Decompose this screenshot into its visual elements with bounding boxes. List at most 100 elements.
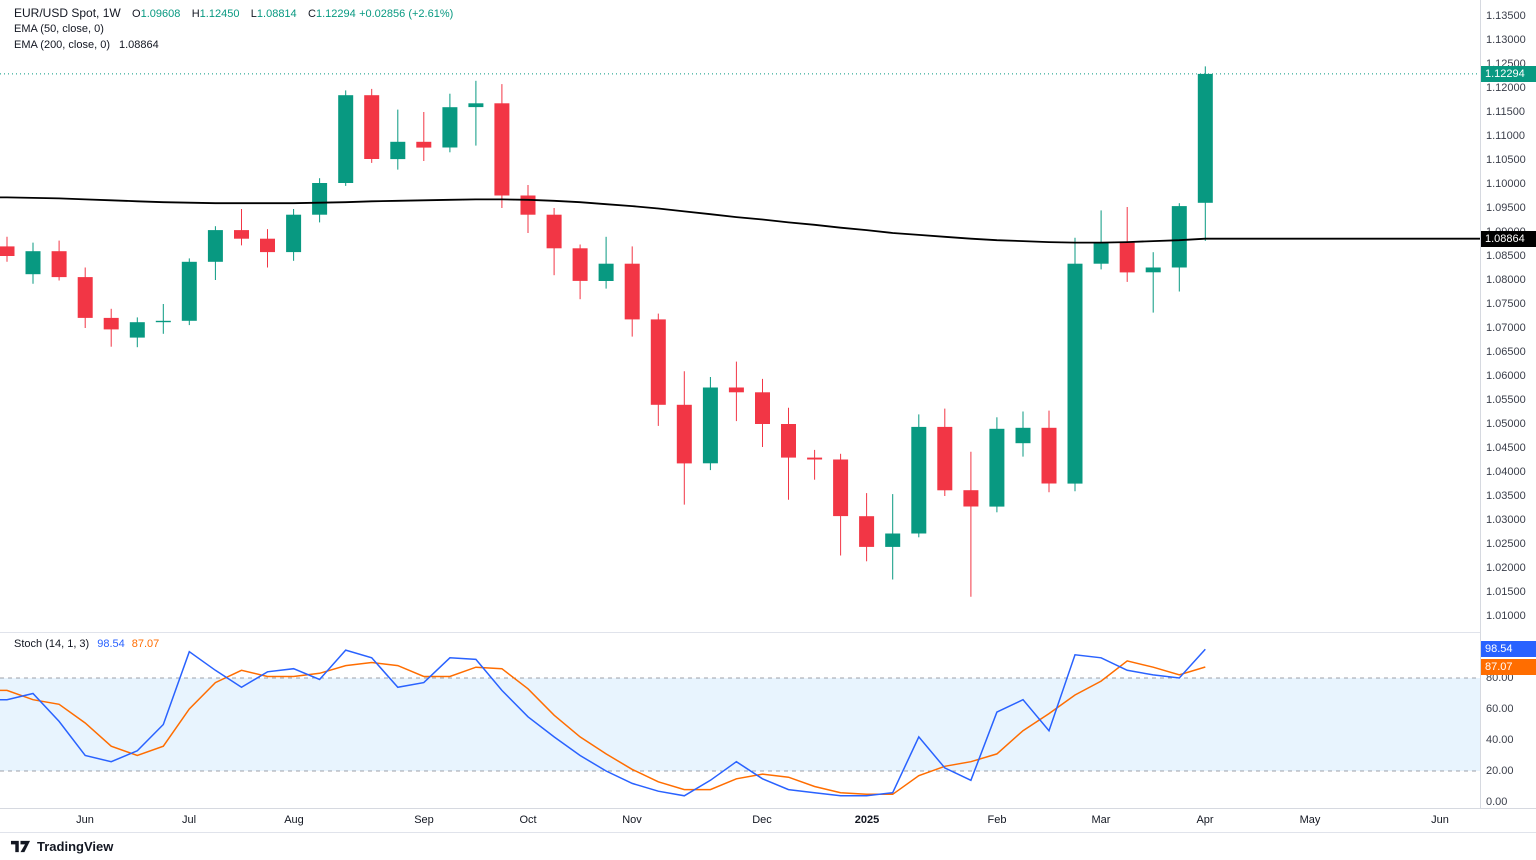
candle-body <box>650 319 666 405</box>
candle-body <box>129 322 145 338</box>
candle-body <box>103 317 119 330</box>
footer-bar: TradingView <box>0 832 1536 860</box>
time-axis-label: Dec <box>752 814 772 826</box>
candle-body <box>1171 206 1187 268</box>
price-axis-label: 1.11000 <box>1486 130 1525 142</box>
price-axis-label: 1.07000 <box>1486 322 1526 334</box>
price-axis-label: 1.01000 <box>1486 610 1526 622</box>
price-axis-label: 1.02000 <box>1486 562 1526 574</box>
candle-body <box>155 320 171 323</box>
price-axis-label: 1.12000 <box>1486 82 1526 94</box>
main-price-chart[interactable] <box>0 0 1480 632</box>
stoch-axis-label: 20.00 <box>1486 765 1514 777</box>
candle-body <box>494 103 510 196</box>
time-axis-label: Jul <box>181 814 197 826</box>
candle-body <box>1067 263 1083 484</box>
time-axis-label: 2025 <box>854 814 880 826</box>
candle-body <box>676 404 692 464</box>
candle-body <box>1093 242 1109 264</box>
pane-separator[interactable] <box>0 632 1536 633</box>
candle-body <box>859 516 875 547</box>
stochastic-chart[interactable] <box>0 632 1480 808</box>
ema200-price-badge: 1.08864 <box>1481 231 1536 247</box>
price-axis-label: 1.07500 <box>1486 298 1526 310</box>
candle-body <box>181 261 197 321</box>
time-axis-label: May <box>1299 814 1321 826</box>
tradingview-logo-text[interactable]: TradingView <box>37 839 114 854</box>
price-axis-label: 1.06000 <box>1486 370 1526 382</box>
price-axis-label: 1.05500 <box>1486 394 1526 406</box>
price-scale[interactable]: 1.12294 1.08864 98.54 87.07 1.13500 1.130… <box>1480 0 1536 808</box>
tradingview-logo-icon[interactable] <box>10 840 31 853</box>
candle-body <box>25 251 41 275</box>
time-axis-label: Jun <box>76 814 94 826</box>
time-axis-label: Sep <box>414 814 434 826</box>
price-axis-label: 1.08000 <box>1486 274 1526 286</box>
candle-body <box>1041 427 1057 484</box>
time-axis-label: Apr <box>1196 814 1214 826</box>
candle-body <box>546 214 562 249</box>
stoch-k-line <box>0 648 1206 797</box>
candle-body <box>885 533 901 547</box>
candle-body <box>51 251 67 278</box>
candle-body <box>702 387 718 464</box>
candle-body <box>937 426 953 491</box>
time-axis-label: Jun <box>1431 814 1449 826</box>
price-axis-label: 1.09500 <box>1486 202 1526 214</box>
price-axis-label: 1.08500 <box>1486 250 1526 262</box>
candle-body <box>468 103 484 108</box>
price-axis-label: 1.11500 <box>1486 106 1525 118</box>
stoch-d-badge: 87.07 <box>1481 659 1536 675</box>
candle-body <box>77 277 93 318</box>
candle-body <box>989 428 1005 507</box>
candle-body <box>1119 242 1135 273</box>
stoch-band <box>0 678 1480 771</box>
stoch-k-badge: 98.54 <box>1481 641 1536 657</box>
candle-body <box>624 263 640 320</box>
ema200-line <box>0 196 1480 244</box>
candle-body <box>598 263 614 281</box>
candle-body <box>911 426 927 534</box>
candle-body <box>207 230 223 262</box>
candle-body <box>963 490 979 507</box>
stoch-axis-label: 60.00 <box>1486 703 1514 715</box>
candle-body <box>572 248 588 281</box>
price-axis-label: 1.05000 <box>1486 418 1526 430</box>
stoch-axis-label: 80.00 <box>1486 672 1514 684</box>
price-axis-label: 1.13000 <box>1486 34 1526 46</box>
candle-body <box>260 238 275 253</box>
price-axis-label: 1.10500 <box>1486 154 1526 166</box>
price-axis-label: 1.10000 <box>1486 178 1526 190</box>
price-axis-label: 1.04500 <box>1486 442 1526 454</box>
candle-body <box>781 424 796 458</box>
candle-body <box>755 392 770 424</box>
candle-body <box>338 95 354 183</box>
price-axis-label: 1.03500 <box>1486 490 1526 502</box>
stoch-axis-label: 0.00 <box>1486 796 1508 808</box>
candle-body <box>833 459 849 517</box>
candle-body <box>312 183 328 215</box>
time-axis[interactable]: Jun Jul Aug Sep Oct Nov Dec 2025 Feb Mar Apr May Jun <box>0 808 1536 833</box>
candle-body <box>390 141 406 160</box>
time-axis-label: Aug <box>284 814 304 826</box>
last-price-badge: 1.12294 <box>1481 66 1536 82</box>
candle-body <box>1145 267 1161 273</box>
price-axis-label: 1.06500 <box>1486 346 1526 358</box>
price-axis-label: 1.02500 <box>1486 538 1526 550</box>
stoch-axis-label: 40.00 <box>1486 734 1514 746</box>
price-axis-label: 1.01500 <box>1486 586 1526 598</box>
time-axis-label: Nov <box>622 814 642 826</box>
candle-body <box>364 95 380 159</box>
candle-body <box>416 141 432 148</box>
candle-body <box>0 246 15 256</box>
candle-body <box>234 230 249 239</box>
time-axis-label: Feb <box>987 814 1007 826</box>
candle-body <box>442 107 458 148</box>
time-axis-label: Oct <box>519 814 537 826</box>
price-axis-label: 1.04000 <box>1486 466 1526 478</box>
candle-body <box>1197 73 1213 203</box>
time-axis-label: Mar <box>1091 814 1111 826</box>
candle-body <box>728 387 744 393</box>
price-axis-label: 1.03000 <box>1486 514 1526 526</box>
